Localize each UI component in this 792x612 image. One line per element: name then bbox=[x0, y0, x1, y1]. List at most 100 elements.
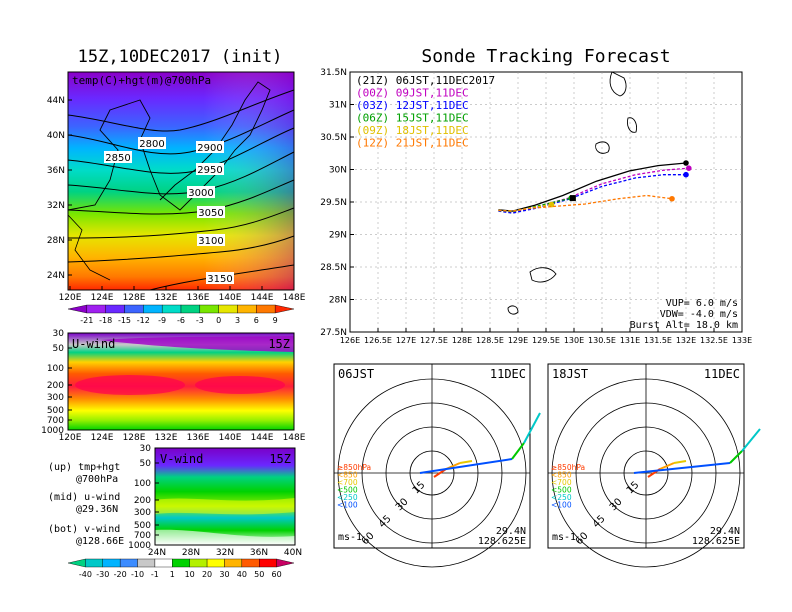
height-contour bbox=[67, 89, 295, 132]
lat-tick-label: 30.5N bbox=[320, 133, 347, 143]
speed-ring bbox=[623, 450, 669, 496]
colorbar-swatch bbox=[143, 304, 163, 314]
hodo-trace bbox=[673, 460, 687, 464]
lon-tick-label: 148E bbox=[283, 433, 306, 443]
colorbar-tick-label: 30 bbox=[219, 570, 229, 579]
vwind-x-ticks: 24N 28N 32N 36N 40N bbox=[148, 548, 302, 558]
coastline bbox=[507, 305, 519, 315]
pressure-tick-label: 200 bbox=[134, 496, 151, 506]
uwind-area bbox=[67, 332, 295, 431]
speed-ring bbox=[385, 426, 479, 520]
vwind-colorbar-ticks: -40 -30 -20 -10 -1 1 10 20 30 40 50 60 bbox=[79, 570, 282, 579]
hodo-lat: 29.4N bbox=[710, 526, 740, 537]
pressure-tick-label: 1000 bbox=[128, 541, 151, 551]
lon-tick-label: 126E bbox=[340, 336, 360, 345]
lat-tick-label: 31N bbox=[329, 101, 347, 111]
pressure-tick-label: 50 bbox=[140, 459, 152, 469]
hodo-trace bbox=[459, 460, 473, 464]
pressure-legend-entry: <850 bbox=[337, 471, 358, 480]
colorbar-swatch bbox=[180, 304, 201, 314]
lon-tick-label: 140E bbox=[219, 433, 242, 443]
lon-tick-label: 132E bbox=[155, 293, 178, 303]
colorbar-swatch bbox=[102, 558, 121, 568]
legend-entry: (21Z) 06JST,11DEC2017 bbox=[356, 74, 495, 87]
speed-ring bbox=[551, 378, 741, 568]
colorbar-swatch bbox=[206, 558, 225, 568]
lat-tick-label: 36N bbox=[250, 548, 268, 558]
pressure-legend-entry: <700 bbox=[337, 478, 358, 487]
colorbar-tick-label: 3 bbox=[235, 316, 240, 325]
contour-label: 2800 bbox=[139, 139, 164, 150]
colorbar-tick-label: -3 bbox=[196, 316, 204, 325]
colorbar-swatch bbox=[154, 558, 173, 568]
lat-tick-label: 36N bbox=[47, 166, 65, 176]
vdw-value: VDW= -4.0 m/s bbox=[660, 309, 738, 320]
lon-tick-label: 129E bbox=[508, 336, 528, 345]
track-endpoint bbox=[683, 171, 689, 178]
colorbar-tick-label: 60 bbox=[272, 570, 282, 579]
colorbar-tick-label: 10 bbox=[185, 570, 195, 579]
colorbar-swatch bbox=[256, 304, 276, 314]
lon-tick-label: 124E bbox=[91, 433, 114, 443]
lon-tick-label: 129.5E bbox=[532, 336, 560, 345]
note-bot-1: (bot) v-wind bbox=[48, 524, 120, 535]
colorbar-tick-label: -10 bbox=[131, 570, 144, 579]
coastline bbox=[627, 117, 637, 133]
track-lines bbox=[498, 160, 692, 214]
hodo-lon: 128.625E bbox=[478, 536, 526, 547]
colorbar-swatch bbox=[259, 558, 277, 568]
colorbar-swatch bbox=[124, 304, 144, 314]
lat-tick-label: 24N bbox=[47, 271, 65, 281]
pressure-legend-entry: <500 bbox=[551, 486, 572, 495]
pressure-legend-entry: <500 bbox=[337, 486, 358, 495]
hodo-trace bbox=[741, 428, 761, 452]
map-colorbar bbox=[67, 304, 295, 314]
hodo-trace bbox=[523, 412, 541, 444]
note-bot-2: @128.66E bbox=[76, 536, 124, 547]
colorbar-swatch bbox=[85, 558, 103, 568]
vup-value: VUP= 6.0 m/s bbox=[666, 298, 738, 309]
colorbar-tick-label: -40 bbox=[79, 570, 92, 579]
lon-tick-label: 128.5E bbox=[476, 336, 504, 345]
track-endpoint bbox=[669, 195, 675, 202]
height-contour bbox=[67, 109, 295, 155]
contour-label: 3050 bbox=[198, 208, 223, 219]
colorbar-tick-label: 9 bbox=[273, 316, 278, 325]
lat-tick-label: 29.5N bbox=[320, 198, 347, 208]
legend-entry: (00Z) 09JST,11DEC bbox=[356, 87, 469, 100]
lon-tick-label: 126.5E bbox=[364, 336, 392, 345]
speed-ring bbox=[337, 378, 527, 568]
hodo-trace bbox=[659, 462, 675, 470]
track-endpoint bbox=[686, 165, 692, 171]
lon-tick-label: 131.5E bbox=[644, 336, 672, 345]
track-x-ticks: 126E 126.5E 127E 127.5E 128E 128.5E 129E 129.5E… bbox=[340, 328, 752, 345]
colorbar-swatch bbox=[274, 304, 295, 314]
lon-tick-label: 133E bbox=[732, 336, 752, 345]
lon-tick-label: 132E bbox=[676, 336, 696, 345]
map-lat-ticks: 44N 40N 36N 32N 28N 24N bbox=[47, 96, 72, 281]
pressure-tick-label: 300 bbox=[134, 508, 151, 518]
lat-tick-label: 28N bbox=[47, 236, 65, 246]
panel-notes: (up) tmp+hgt @700hPa (mid) u-wind @29.36… bbox=[48, 462, 124, 547]
colorbar-swatch bbox=[237, 304, 257, 314]
lat-tick-label: 30N bbox=[329, 166, 347, 176]
vwind-colorbar bbox=[67, 558, 295, 568]
lat-tick-label: 28.5N bbox=[320, 263, 347, 273]
speed-ring bbox=[599, 426, 693, 520]
track-legend: (21Z) 06JST,11DEC2017(00Z) 09JST,11DEC(0… bbox=[356, 74, 495, 150]
colorbar-tick-label: 20 bbox=[202, 570, 212, 579]
pressure-legend-entry: <250 bbox=[337, 493, 358, 502]
track-title: Sonde Tracking Forecast bbox=[421, 46, 670, 67]
pressure-legend-entry: ≥850hPa bbox=[337, 463, 371, 472]
lat-tick-label: 32N bbox=[216, 548, 234, 558]
pressure-tick-label: 500 bbox=[47, 406, 64, 416]
map-subtitle: temp(C)+hgt(m)@700hPa bbox=[72, 74, 211, 87]
pressure-tick-label: 50 bbox=[53, 344, 65, 354]
colorbar-tick-label: 0 bbox=[216, 316, 221, 325]
hodo-trace bbox=[511, 442, 525, 460]
colorbar-tick-label: -1 bbox=[151, 570, 159, 579]
lon-tick-label: 131E bbox=[620, 336, 640, 345]
lon-tick-label: 120E bbox=[59, 433, 82, 443]
